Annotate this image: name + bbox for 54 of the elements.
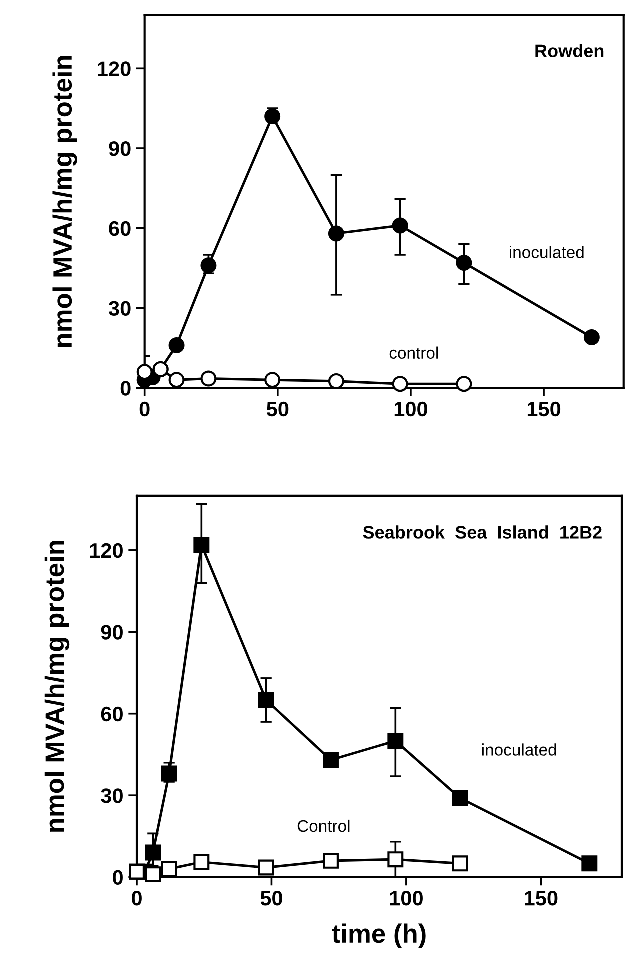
point xyxy=(388,852,404,868)
point xyxy=(194,536,210,553)
point xyxy=(323,752,339,768)
point xyxy=(584,330,600,346)
x-axis-title: time (h) xyxy=(332,924,426,948)
x-tick-label: 0 xyxy=(140,402,150,417)
x-tick-label: 50 xyxy=(260,891,282,906)
point xyxy=(168,338,185,354)
annotation: inoculated xyxy=(482,744,556,756)
point xyxy=(161,766,178,782)
point xyxy=(145,844,162,861)
y-tick-label: 90 xyxy=(109,142,131,156)
annotation: Control xyxy=(298,820,350,832)
x-tick-label: 100 xyxy=(394,402,428,417)
x-tick-label: 50 xyxy=(266,402,289,417)
point xyxy=(452,790,468,806)
y-tick-label: 30 xyxy=(101,788,123,804)
x-tick-label: 150 xyxy=(528,402,561,417)
y-tick-label: 0 xyxy=(113,870,123,886)
annotation: Rowden xyxy=(536,44,604,58)
point xyxy=(392,218,408,234)
point xyxy=(323,852,339,869)
y-tick-label: 120 xyxy=(90,543,123,558)
point xyxy=(161,861,178,878)
annotation: Seabrook Sea Island 12B2 xyxy=(363,526,602,539)
point xyxy=(200,258,217,274)
point xyxy=(388,733,404,750)
y-tick-label: 60 xyxy=(109,221,131,236)
x-tick-label: 150 xyxy=(525,891,558,906)
x-tick-label: 100 xyxy=(390,891,423,906)
point xyxy=(258,860,274,876)
annotation: inoculated xyxy=(510,246,584,258)
point xyxy=(200,370,217,387)
point xyxy=(328,226,344,242)
point xyxy=(194,854,210,870)
y-tick-label: 120 xyxy=(98,62,131,76)
point xyxy=(582,856,598,872)
point xyxy=(145,866,162,883)
point xyxy=(456,376,472,392)
point xyxy=(392,376,408,392)
annotation: control xyxy=(390,346,438,360)
y-tick-label: 0 xyxy=(120,381,131,396)
y-tick-label: 90 xyxy=(101,625,123,640)
point xyxy=(328,373,344,390)
y-tick-label: 60 xyxy=(101,706,123,722)
y-tick-label: 30 xyxy=(108,301,131,316)
point xyxy=(456,254,472,271)
point xyxy=(264,372,281,388)
y-axis-title: nmol MVA/h/mg protein xyxy=(52,56,78,348)
x-tick-label: 0 xyxy=(132,891,142,906)
point xyxy=(168,372,185,388)
y-axis-title: nmol MVA/h/mg protein xyxy=(44,541,70,832)
point xyxy=(452,856,468,872)
point xyxy=(258,692,274,708)
